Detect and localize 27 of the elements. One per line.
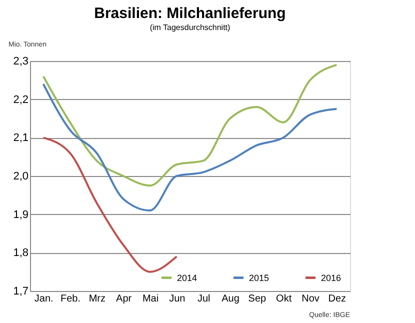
chart-subtitle: (im Tagesdurchschnitt): [150, 23, 230, 32]
x-tick-label: Jul: [197, 294, 210, 304]
y-tick-label: 1,9: [13, 208, 28, 221]
x-tick-label: Mrz: [88, 294, 106, 304]
x-tick-label: Apr: [116, 294, 132, 304]
line-series: [42, 83, 338, 212]
y-tick-label: 2,3: [13, 56, 28, 68]
x-tick-label: Jun: [169, 294, 186, 304]
line-series: [42, 64, 338, 187]
y-tick-label: 2,0: [13, 170, 28, 182]
x-tick-label: Mai: [142, 294, 159, 304]
y-tick-label: 1,7: [13, 286, 28, 298]
x-tick-label: Feb.: [60, 294, 81, 304]
x-tick-label: Aug: [222, 294, 240, 304]
line-series: [42, 136, 178, 273]
y-tick-label: 2,2: [13, 94, 28, 106]
x-tick-label: Sep: [248, 294, 266, 304]
x-tick-label: Okt: [276, 294, 292, 304]
legend-label: 2015: [249, 272, 270, 283]
y-tick-label: 2,1: [13, 132, 28, 144]
x-tick-label: Jan.: [34, 294, 54, 304]
chart-title: Brasilien: Milchanlieferung: [94, 5, 286, 22]
y-tick-label: 1,8: [13, 247, 28, 260]
x-tick-label: Dez: [328, 294, 346, 304]
legend-label: 2016: [321, 272, 342, 283]
legend-label: 2014: [177, 272, 198, 283]
x-tick-label: Nov: [302, 294, 320, 304]
